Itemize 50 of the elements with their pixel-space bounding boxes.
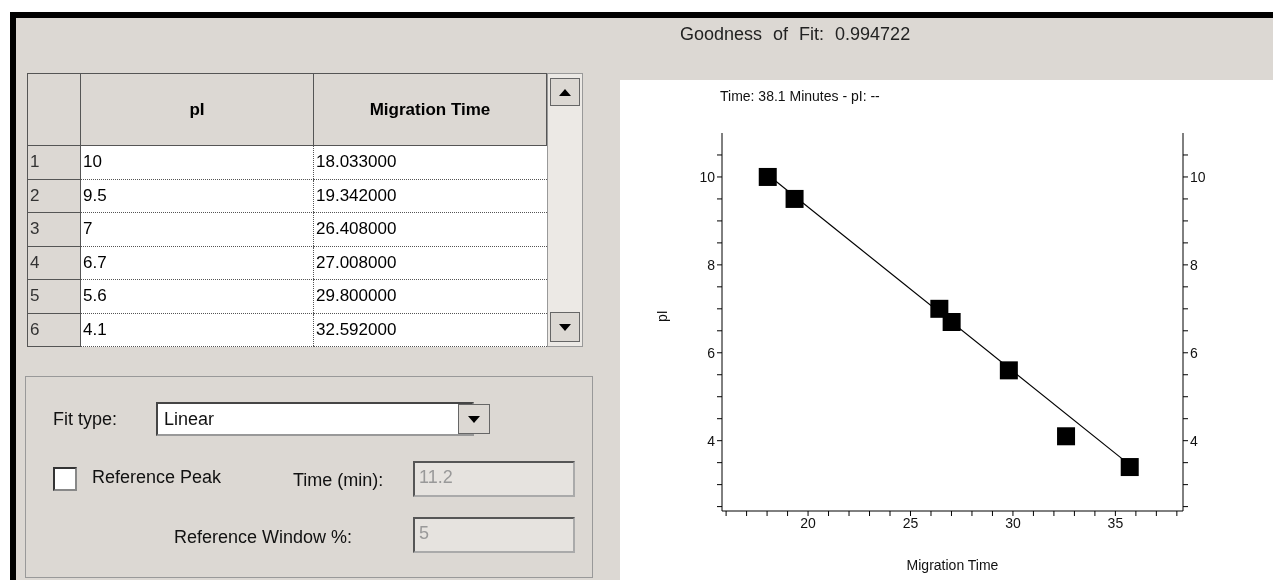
y2-tick-label: 4 xyxy=(1190,432,1198,449)
text: 2 xyxy=(27,179,81,213)
y-tick-label: 8 xyxy=(707,256,716,273)
y-axis-title: pI xyxy=(653,310,670,322)
text: 26.408000 xyxy=(313,212,547,246)
text: Time (min): xyxy=(293,470,384,491)
text: 32.592000 xyxy=(313,313,547,347)
text: Reference Window %: xyxy=(174,527,353,548)
text: 5 xyxy=(27,279,81,313)
x-tick-label: 20 xyxy=(800,514,817,531)
point xyxy=(1057,427,1076,446)
text: 5 xyxy=(413,517,575,553)
text: 4.1 xyxy=(80,313,314,347)
text: Fit type: xyxy=(53,409,118,430)
x-tick-label: 35 xyxy=(1107,514,1124,531)
chart-title: Goodness of Fit: 0.994722 xyxy=(680,24,911,45)
text: 6 xyxy=(27,313,81,347)
text: 29.800000 xyxy=(313,279,547,313)
text: Reference Peak xyxy=(92,467,222,488)
chart-subtitle: Time: 38.1 Minutes - pI: -- xyxy=(720,88,880,104)
text: 4 xyxy=(27,246,81,280)
text: 6.7 xyxy=(80,246,314,280)
x-axis-title: Migration Time xyxy=(906,557,999,573)
point xyxy=(1120,458,1139,477)
text: 18.033000 xyxy=(313,145,547,179)
text: 1 xyxy=(27,145,81,179)
text: 27.008000 xyxy=(313,246,547,280)
point xyxy=(999,361,1018,380)
point xyxy=(785,189,804,208)
y2-tick-label: 6 xyxy=(1190,344,1198,361)
text: 5.6 xyxy=(80,279,314,313)
text: 7 xyxy=(80,212,314,246)
y2-tick-label: 8 xyxy=(1190,256,1198,273)
y2-tick-label: 10 xyxy=(1190,168,1206,185)
point xyxy=(758,167,777,186)
x-tick-label: 30 xyxy=(1005,514,1021,531)
x-tick-label: 25 xyxy=(902,514,919,531)
point xyxy=(930,299,949,318)
text: Migration Time xyxy=(369,99,491,119)
point xyxy=(942,313,961,331)
y-tick-label: 4 xyxy=(707,432,716,449)
text: 9.5 xyxy=(80,179,314,213)
text: pI xyxy=(189,99,205,119)
text: Linear xyxy=(156,402,474,436)
text: 3 xyxy=(27,212,81,246)
y-tick-label: 6 xyxy=(707,344,716,361)
text: 11.2 xyxy=(413,461,575,497)
text: 19.342000 xyxy=(313,179,547,213)
text: 10 xyxy=(80,145,314,179)
y-tick-label: 10 xyxy=(699,168,716,185)
